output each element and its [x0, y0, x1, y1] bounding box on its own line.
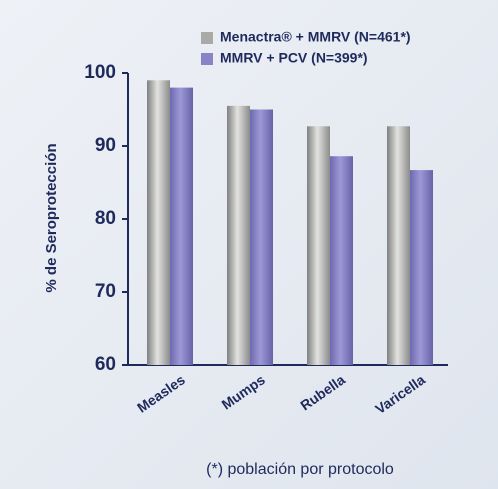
footnote: (*) población por protocolo	[206, 461, 394, 478]
bar	[387, 126, 410, 365]
bar	[250, 109, 273, 365]
legend-label: MMRV + PCV (N=399*)	[220, 50, 368, 66]
y-tick-label: 80	[95, 208, 116, 229]
bar	[307, 126, 330, 365]
y-tick-label: 100	[84, 62, 116, 83]
legend-swatch	[201, 32, 213, 44]
bar	[227, 105, 250, 365]
bar	[410, 170, 433, 365]
y-tick-label: 70	[95, 281, 116, 302]
y-tick-label: 60	[95, 354, 116, 375]
bar	[170, 87, 193, 365]
legend-label: Menactra® + MMRV (N=461*)	[220, 29, 411, 45]
bar	[147, 80, 170, 366]
bar	[330, 156, 353, 365]
legend-swatch	[201, 53, 213, 65]
y-axis-label: % de Seroprotección	[43, 143, 60, 292]
y-tick-label: 90	[95, 135, 116, 156]
